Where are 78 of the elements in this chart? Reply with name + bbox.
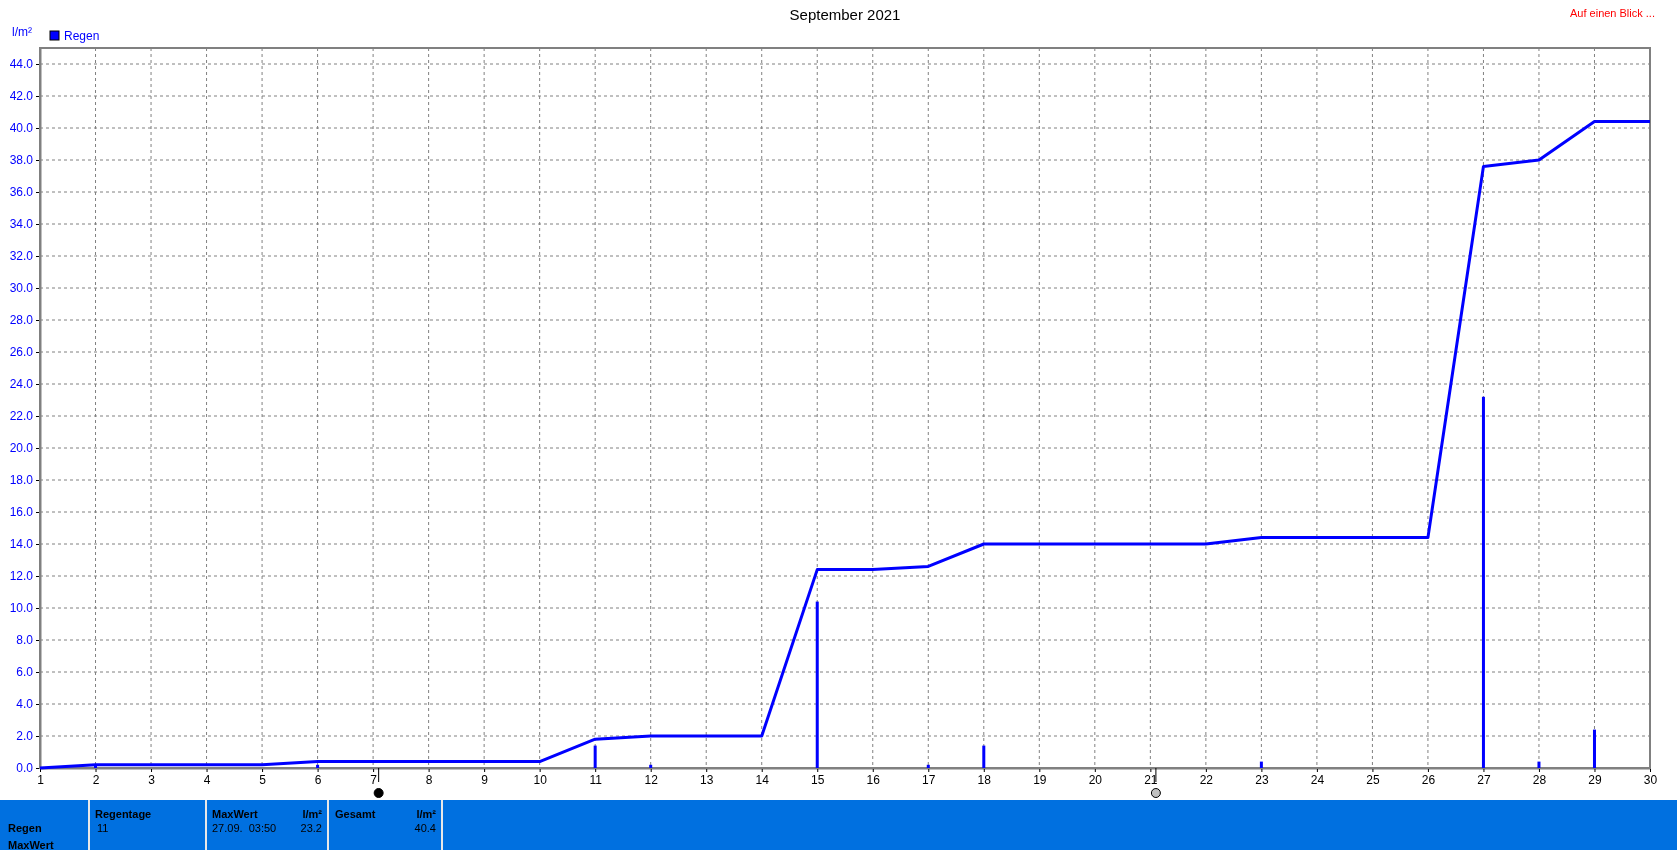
x-tick-label: 28 <box>1532 772 1547 787</box>
bar <box>593 745 597 768</box>
x-tick-label: 27 <box>1477 772 1491 787</box>
bar <box>1481 396 1485 768</box>
x-tick-label: 11 <box>589 772 603 787</box>
y-tick-label: 22.0 <box>9 409 34 424</box>
y-tick-label: 32.0 <box>9 249 34 264</box>
text: Auf einen Blick ... <box>1570 7 1655 19</box>
x-tick-label: 24 <box>1310 772 1325 787</box>
bar <box>1259 761 1263 768</box>
y-tick-label: 8.0 <box>16 633 34 648</box>
text: MaxWert <box>8 839 54 850</box>
y-tick-label: 6.0 <box>16 665 34 680</box>
y-tick-label: 2.0 <box>16 729 34 744</box>
y-tick-label: 20.0 <box>9 441 34 456</box>
text: Gesamt <box>335 808 376 820</box>
x-tick-label: 21 <box>1144 772 1158 787</box>
y-tick-label: 28.0 <box>9 313 34 328</box>
bar <box>316 764 320 768</box>
y-axis-title: l/m² <box>12 25 32 39</box>
x-tick-label: 6 <box>314 772 322 787</box>
x-tick-label: 25 <box>1366 772 1380 787</box>
y-tick-label: 36.0 <box>9 185 34 200</box>
text: Regen <box>8 822 42 834</box>
x-tick-label: 22 <box>1199 772 1214 787</box>
y-tick-label: 40.0 <box>9 121 34 136</box>
x-tick-label: 10 <box>533 772 548 787</box>
text: 11 <box>97 822 109 834</box>
x-tick-label: 3 <box>148 772 156 787</box>
bar <box>926 764 930 768</box>
text: 23.2 <box>300 822 322 834</box>
y-tick-label: 14.0 <box>9 537 34 552</box>
x-tick-label: 16 <box>866 772 881 787</box>
y-tick-label: 0.0 <box>16 761 34 776</box>
x-tick-label: 26 <box>1421 772 1436 787</box>
x-tick-label: 12 <box>644 772 659 787</box>
x-tick-label: 7 <box>370 772 378 787</box>
bar <box>815 601 819 768</box>
text: 27.09. 03:50 <box>212 822 277 834</box>
chart-title: September 2021 <box>789 6 901 23</box>
y-tick-label: 30.0 <box>9 281 34 296</box>
y-tick-label: 16.0 <box>9 505 34 520</box>
y-tick-label: 4.0 <box>16 697 34 712</box>
x-tick-label: 18 <box>977 772 992 787</box>
x-tick-label: 5 <box>259 772 267 787</box>
y-tick-label: 10.0 <box>9 601 34 616</box>
x-tick-label: 15 <box>811 772 825 787</box>
x-tick-label: 8 <box>425 772 433 787</box>
text: Regentage <box>95 808 152 820</box>
x-tick-label: 29 <box>1588 772 1602 787</box>
y-tick-label: 34.0 <box>9 217 34 232</box>
y-tick-label: 38.0 <box>9 153 34 168</box>
text: l/m² <box>416 808 437 820</box>
y-tick-label: 12.0 <box>9 569 34 584</box>
x-tick-label: 2 <box>92 772 100 787</box>
x-tick-label: 9 <box>481 772 489 787</box>
y-tick-label: 24.0 <box>9 377 34 392</box>
y-tick-label: 42.0 <box>9 89 34 104</box>
legend-label: Regen <box>64 29 100 43</box>
bar <box>982 745 986 768</box>
text: 40.4 <box>414 822 436 834</box>
x-tick-label: 4 <box>203 772 211 787</box>
y-tick-label: 44.0 <box>9 57 34 72</box>
bar <box>649 764 653 768</box>
bar <box>1537 761 1541 768</box>
text: l/m² <box>302 808 323 820</box>
x-tick-label: 19 <box>1033 772 1047 787</box>
x-tick-label: 23 <box>1255 772 1269 787</box>
x-tick-label: 30 <box>1643 772 1658 787</box>
text: MaxWert <box>212 808 258 820</box>
x-tick-label: 17 <box>922 772 936 787</box>
x-tick-label: 20 <box>1088 772 1103 787</box>
bar <box>1592 729 1596 768</box>
y-tick-label: 26.0 <box>9 345 34 360</box>
x-tick-label: 14 <box>755 772 770 787</box>
y-tick-label: 18.0 <box>9 473 34 488</box>
x-tick-label: 13 <box>700 772 714 787</box>
x-tick-label: 1 <box>37 772 45 787</box>
